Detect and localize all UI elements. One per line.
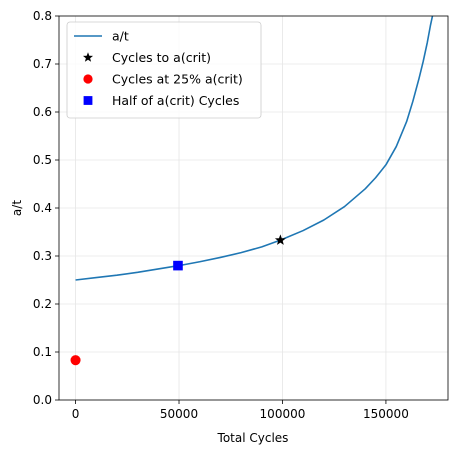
x-axis-label: Total Cycles [217,431,289,445]
plot-area [70,16,434,366]
y-tick-label: 0.8 [33,9,52,23]
x-axis: 0 50000 100000 150000 [72,400,409,421]
data-point-star [274,234,286,245]
legend-label: a/t [112,29,129,44]
y-tick-label: 0.5 [33,153,52,167]
legend-handle-square [83,96,93,105]
series-line-0 [75,16,434,281]
y-tick-label: 0.0 [33,393,52,407]
legend-label: Cycles to a(crit) [112,50,211,65]
y-tick-label: 0.1 [33,345,52,359]
x-tick-label: 150000 [363,407,409,421]
x-tick-label: 100000 [260,407,306,421]
legend-box [66,21,262,119]
legend-handle-star [82,52,94,62]
y-tick-label: 0.4 [33,201,52,215]
x-tick-label: 0 [72,407,80,421]
y-tick-label: 0.3 [33,249,52,263]
legend-label: Half of a(crit) Cycles [112,93,239,108]
y-axis-label: a/t [10,200,24,216]
data-point-square [173,260,183,271]
legend-label: Cycles at 25% a(crit) [112,72,243,87]
y-tick-label: 0.7 [33,57,52,71]
x-tick-label: 50000 [160,407,198,421]
legend: a/t Cycles to a(crit) Cycles at 25% a(crit… [66,21,262,119]
y-tick-label: 0.2 [33,297,52,311]
legend-handle-circle [83,74,93,84]
y-axis: 0.0 0.1 0.2 0.3 0.4 0.5 0.6 0.7 0.8 [33,9,59,407]
data-point-circle [70,355,81,366]
y-tick-label: 0.6 [33,105,52,119]
